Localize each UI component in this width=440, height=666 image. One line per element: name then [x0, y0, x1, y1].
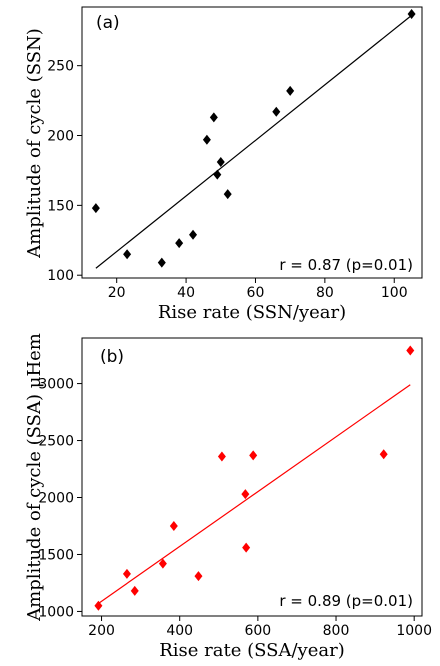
panel-b: 200 400 600 800 1000 1000 1500 2000 2500 3000 (b)…	[24, 333, 432, 661]
data-point	[122, 568, 131, 579]
data-point	[175, 238, 184, 249]
plot-frame	[81, 337, 423, 617]
data-point	[406, 345, 415, 356]
data-point	[217, 451, 226, 462]
correlation-annotation: r = 0.89 (p=0.01)	[279, 592, 413, 610]
data-point	[194, 571, 203, 582]
data-point	[216, 157, 225, 168]
y-tick-label: 1000	[38, 604, 74, 620]
y-tick-label: 100	[47, 268, 74, 284]
fit-line	[98, 384, 411, 604]
correlation-annotation: r = 0.87 (p=0.01)	[279, 256, 413, 274]
x-tick-label: 1000	[396, 623, 432, 639]
panel-label: (b)	[100, 347, 124, 367]
y-tick-label: 3000	[38, 377, 74, 393]
data-point	[249, 450, 258, 461]
y-axis-title: Amplitude of cycle (SSA) μHem	[24, 333, 45, 622]
data-point	[209, 112, 218, 123]
y-tick-label: 200	[47, 129, 74, 145]
x-axis-title: Rise rate (SSA/year)	[159, 640, 344, 661]
data-point	[379, 449, 388, 460]
data-point	[202, 134, 211, 145]
x-axis-title: Rise rate (SSN/year)	[158, 302, 346, 323]
panel-label: (a)	[96, 13, 120, 33]
plot-frame	[81, 6, 423, 279]
y-tick-label: 1500	[38, 547, 74, 563]
data-point	[407, 8, 416, 19]
x-tick-label: 80	[316, 285, 334, 301]
data-point	[223, 189, 232, 200]
data-point	[123, 249, 132, 260]
x-tick-label: 100	[381, 285, 408, 301]
data-point	[94, 600, 103, 611]
data-point	[130, 585, 139, 596]
data-point	[241, 489, 250, 500]
y-tick-label: 150	[47, 198, 74, 214]
x-tick-label: 40	[177, 285, 195, 301]
data-point	[213, 169, 222, 180]
x-tick-label: 200	[88, 623, 115, 639]
data-point	[286, 85, 295, 96]
y-axis-title: Amplitude of cycle (SSN)	[24, 28, 45, 259]
data-point	[157, 257, 166, 268]
x-tick-label: 60	[247, 285, 265, 301]
panel-a: 20 40 60 80 100 100 150 200 250 (a) r = 0.87 (p=…	[24, 6, 423, 323]
y-tick-label: 2000	[38, 491, 74, 507]
data-point	[272, 106, 281, 117]
x-tick-label: 20	[108, 285, 126, 301]
data-point	[91, 203, 100, 214]
data-point	[189, 229, 198, 240]
y-tick-label: 2500	[38, 434, 74, 450]
data-point	[158, 558, 167, 569]
y-tick-label: 250	[47, 59, 74, 75]
data-point	[242, 542, 251, 553]
x-tick-label: 800	[323, 623, 350, 639]
x-tick-label: 600	[244, 623, 271, 639]
fit-line	[95, 14, 412, 269]
x-tick-label: 400	[166, 623, 193, 639]
data-point	[169, 520, 178, 531]
